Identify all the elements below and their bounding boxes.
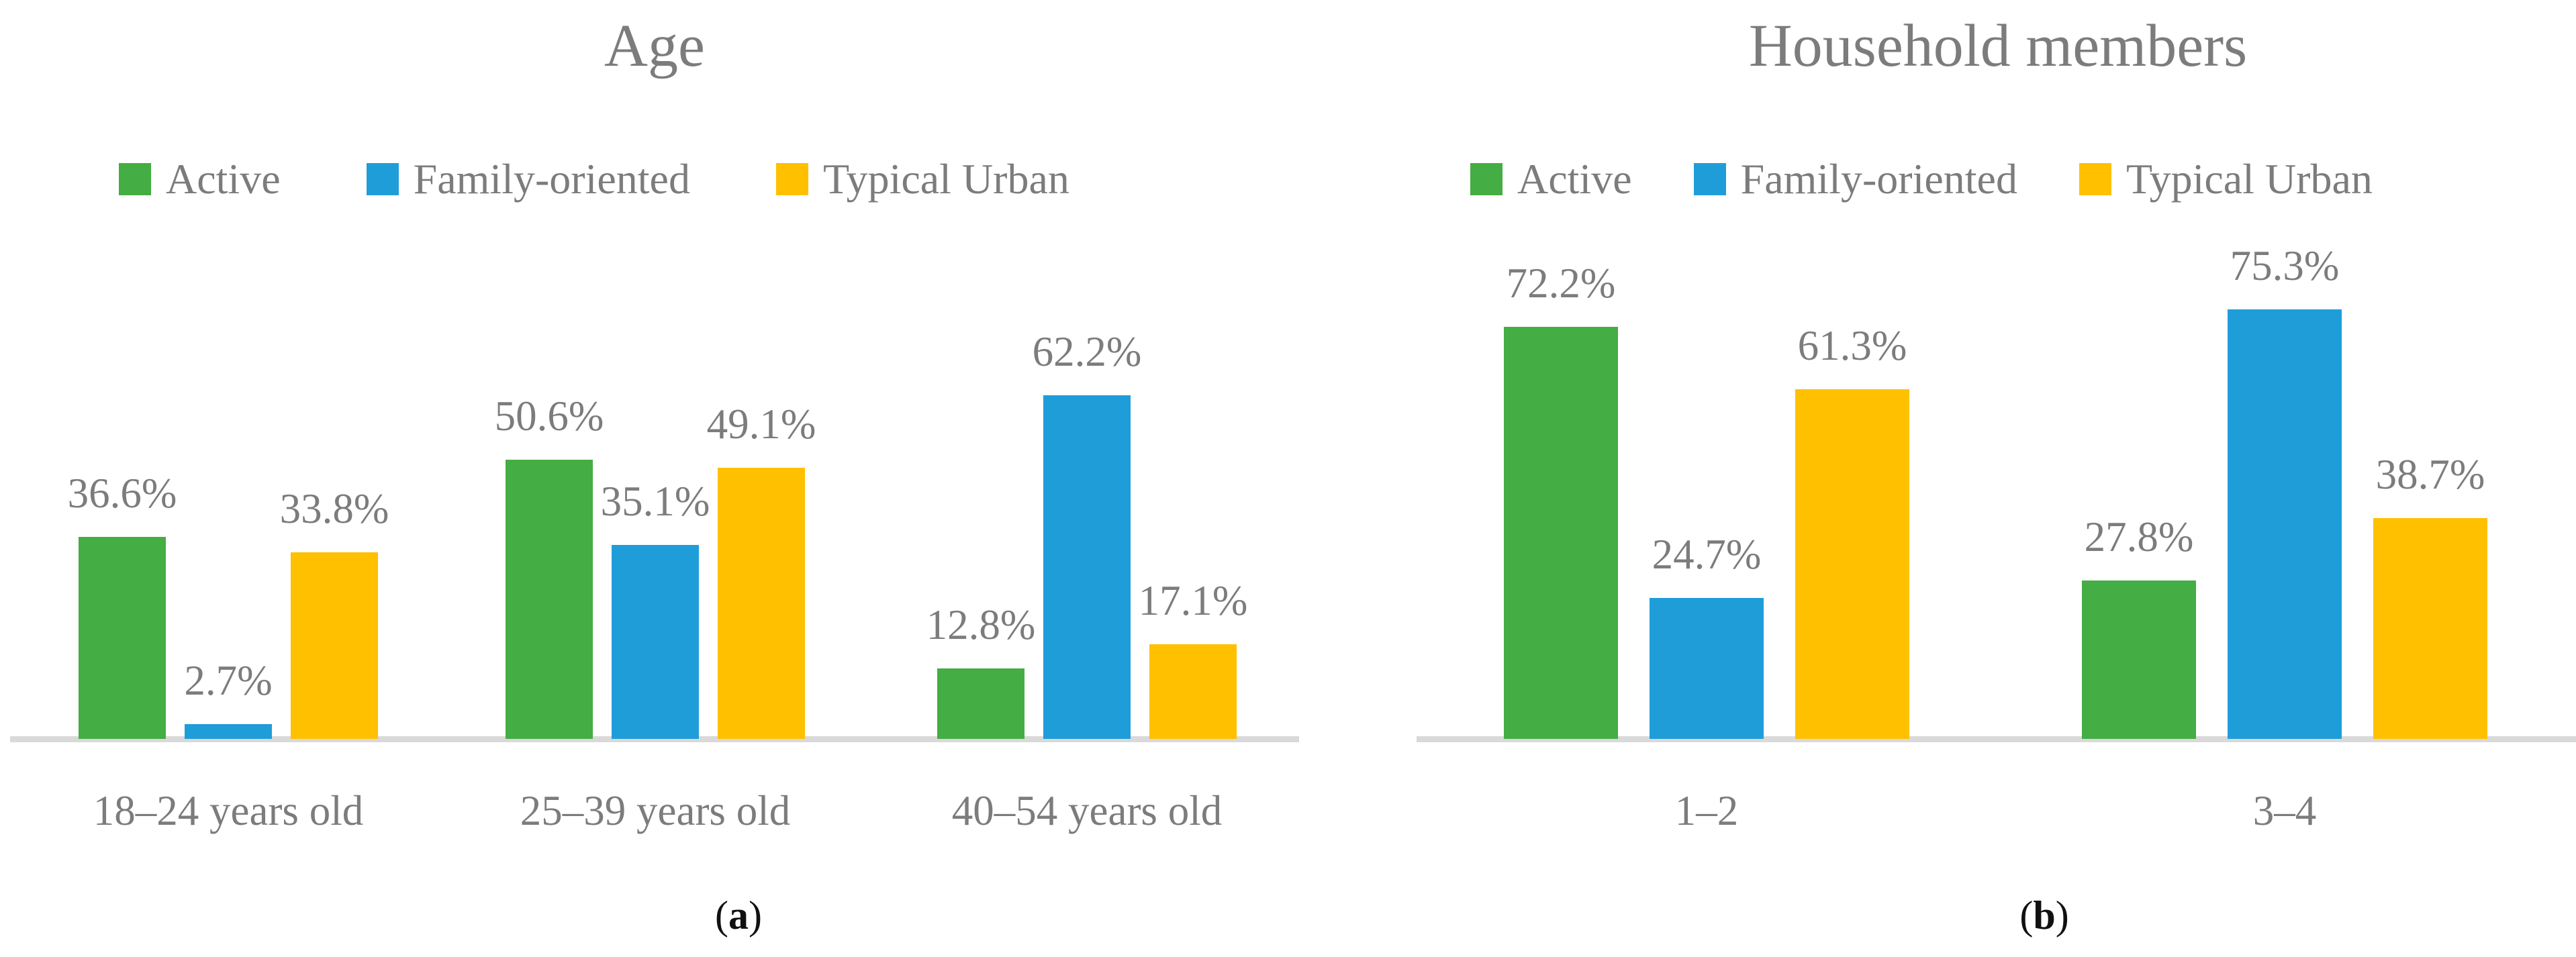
category-label-40-54-years-old: 40–54 years old (951, 787, 1223, 834)
legend-item-active: Active (119, 155, 281, 203)
legend-swatch-active-icon (119, 163, 151, 195)
bar-value-label: 35.1% (600, 478, 710, 525)
legend-label: Family-oriented (1740, 155, 2017, 203)
legend-age: Active Family-oriented Typical Urban (119, 155, 1069, 203)
legend-household-members: Active Family-oriented Typical Urban (1470, 155, 2373, 203)
legend-swatch-typical-urban-icon (775, 163, 808, 195)
bar-typical-urban-40-54-years-old (1149, 644, 1237, 739)
chart-title-household-members: Household members (1748, 13, 2248, 79)
legend-label: Typical Urban (2126, 155, 2373, 203)
chart-title-age: Age (604, 13, 705, 79)
bar-value-label: 24.7% (1652, 531, 1762, 578)
category-label-3-4: 3–4 (2252, 787, 2317, 834)
legend-label: Active (1517, 155, 1632, 203)
bar-value-label: 36.6% (67, 470, 177, 517)
bar-value-label: 27.8% (2084, 513, 2194, 560)
category-label-1-2: 1–2 (1674, 787, 1739, 834)
legend-item-typical-urban: Typical Urban (2079, 155, 2373, 203)
bar-typical-urban-25-39-years-old (718, 468, 805, 739)
legend-label: Family-oriented (413, 155, 690, 203)
bar-value-label: 49.1% (706, 401, 816, 448)
caption-letter: a (728, 893, 749, 938)
bar-family-oriented-18-24-years-old (185, 724, 272, 739)
bar-typical-urban-3-4 (2373, 518, 2487, 739)
bar-value-label: 12.8% (926, 601, 1036, 648)
figure-caption-a: (a) (715, 893, 762, 938)
bar-typical-urban-18-24-years-old (291, 552, 378, 739)
bar-family-oriented-25-39-years-old (612, 545, 699, 739)
bar-typical-urban-1-2 (1795, 389, 1909, 739)
bar-value-label: 2.7% (184, 657, 273, 704)
bar-active-25-39-years-old (506, 460, 593, 739)
category-label-18-24-years-old: 18–24 years old (93, 787, 364, 834)
figure-caption-b: (b) (2019, 893, 2069, 938)
legend-swatch-family-oriented-icon (366, 163, 399, 195)
bar-value-label: 61.3% (1797, 322, 1907, 369)
bar-value-label: 72.2% (1506, 260, 1616, 307)
x-axis-line (1417, 736, 2576, 742)
legend-item-family-oriented: Family-oriented (366, 155, 690, 203)
legend-item-typical-urban: Typical Urban (775, 155, 1069, 203)
legend-swatch-family-oriented-icon (1693, 163, 1726, 195)
legend-swatch-typical-urban-icon (2079, 163, 2111, 195)
bar-family-oriented-40-54-years-old (1043, 395, 1131, 739)
bar-family-oriented-3-4 (2228, 309, 2342, 739)
bar-active-40-54-years-old (937, 668, 1024, 739)
caption-letter: b (2033, 893, 2056, 938)
bar-value-label: 75.3% (2230, 242, 2340, 289)
legend-swatch-active-icon (1470, 163, 1502, 195)
bar-value-label: 38.7% (2375, 451, 2485, 498)
x-axis-line (10, 736, 1299, 742)
bar-value-label: 50.6% (494, 393, 604, 440)
bar-active-3-4 (2082, 581, 2196, 739)
legend-item-family-oriented: Family-oriented (1693, 155, 2017, 203)
bar-value-label: 62.2% (1032, 328, 1142, 375)
legend-item-active: Active (1470, 155, 1632, 203)
bar-value-label: 17.1% (1138, 577, 1248, 624)
bar-active-18-24-years-old (79, 537, 166, 739)
bar-value-label: 33.8% (279, 485, 389, 532)
legend-label: Typical Urban (822, 155, 1069, 203)
bar-family-oriented-1-2 (1650, 598, 1764, 739)
bar-active-1-2 (1504, 327, 1618, 739)
legend-label: Active (166, 155, 281, 203)
category-label-25-39-years-old: 25–39 years old (520, 787, 791, 834)
